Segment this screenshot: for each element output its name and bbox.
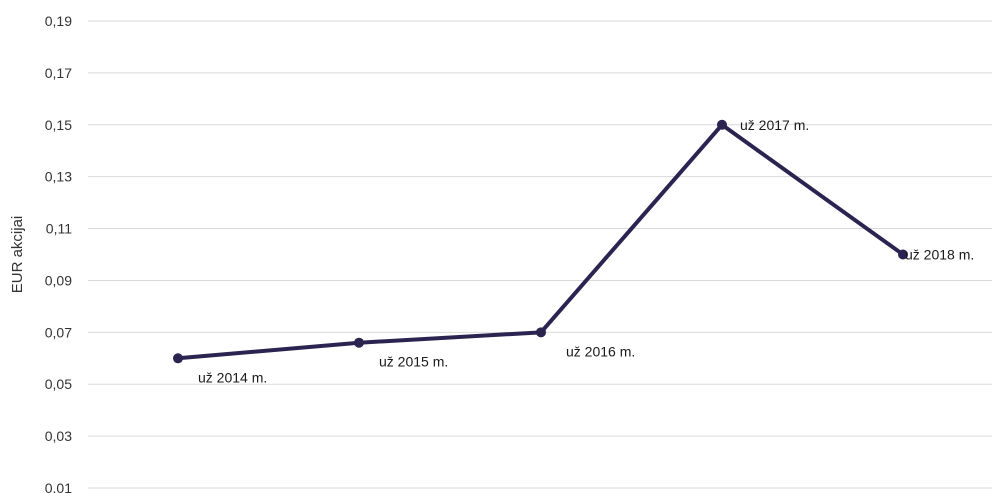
y-axis-title: EUR akcijai	[9, 216, 26, 294]
data-point	[354, 337, 364, 348]
data-label: už 2016 m.	[566, 343, 635, 359]
data-label: už 2017 m.	[740, 117, 809, 133]
y-tick-label: 0,03	[45, 428, 72, 444]
y-tick-label: 0,05	[45, 376, 72, 392]
y-tick-label: 0,13	[45, 169, 72, 185]
series-layer	[173, 119, 908, 364]
data-label: už 2014 m.	[198, 369, 267, 385]
data-point	[536, 327, 546, 338]
y-tick-label: 0,17	[45, 65, 72, 81]
y-tick-label: 0,19	[45, 13, 72, 29]
point-labels: už 2014 m. už 2015 m. už 2016 m. už 2017 m.…	[198, 117, 974, 386]
y-tick-label: 0,11	[46, 221, 72, 237]
y-axis-tick-labels: 0,19 0,17 0,15 0,13 0,11 0,09 0,07 0,05 0,03 0,01	[45, 13, 72, 493]
series-line	[177, 122, 905, 361]
y-tick-label: 0,09	[45, 272, 72, 288]
data-point	[898, 249, 908, 260]
y-tick-label: 0,01	[45, 480, 72, 493]
data-point	[717, 119, 727, 130]
gridlines	[88, 20, 992, 489]
data-label: už 2018 m.	[905, 247, 974, 263]
data-label: už 2015 m.	[379, 354, 448, 370]
data-point	[173, 353, 183, 364]
y-tick-label: 0,07	[45, 324, 72, 340]
y-tick-label: 0,15	[45, 117, 72, 133]
